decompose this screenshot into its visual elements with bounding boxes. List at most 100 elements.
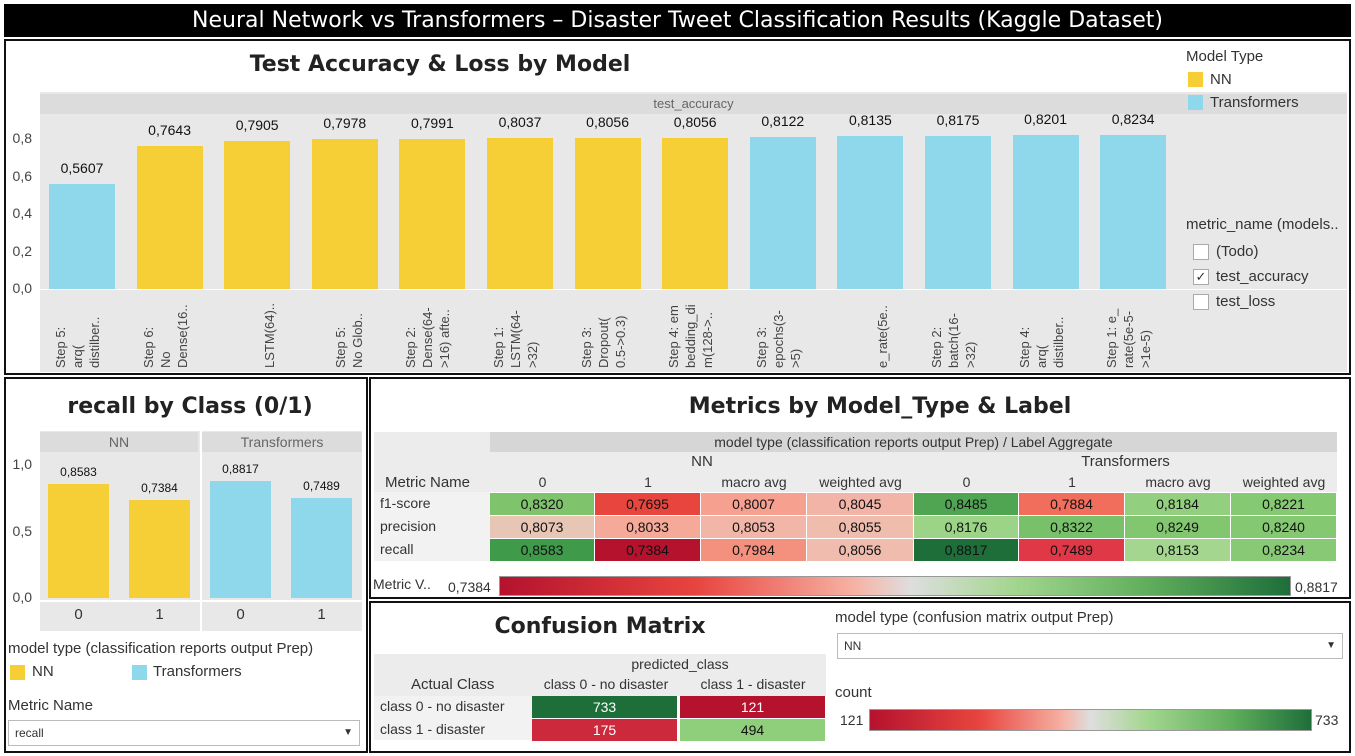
metrics-cell[interactable]: 0,8033 <box>595 516 701 538</box>
recall-legend-tr-swatch <box>132 665 147 680</box>
accuracy-bar[interactable] <box>399 139 466 289</box>
metrics-cell[interactable]: 0,7489 <box>1019 539 1125 561</box>
recall-bar[interactable] <box>291 498 352 598</box>
accuracy-bar[interactable] <box>224 140 291 289</box>
accuracy-bar[interactable] <box>925 135 991 289</box>
confusion-cell[interactable]: 121 <box>680 696 826 718</box>
confusion-filter-dropdown[interactable]: NN ▼ <box>837 633 1343 659</box>
accuracy-bar[interactable] <box>136 145 203 289</box>
accuracy-bar[interactable] <box>49 183 115 289</box>
accuracy-bar[interactable] <box>574 137 641 289</box>
accuracy-category-label: >16) afte.. <box>437 309 453 368</box>
accuracy-category-label: No <box>157 351 173 368</box>
accuracy-bar[interactable] <box>749 136 816 289</box>
metrics-column-header: macro avg <box>721 474 787 490</box>
confusion-cell[interactable]: 733 <box>532 696 678 718</box>
confusion-filter-value: NN <box>844 639 862 653</box>
recall-bar[interactable] <box>129 499 190 598</box>
accuracy-data-label: 0,8234 <box>1111 110 1155 127</box>
metrics-cell[interactable]: 0,7884 <box>1019 493 1125 515</box>
count-scale-max: 733 <box>1315 712 1339 728</box>
accuracy-bar[interactable] <box>311 139 378 289</box>
metrics-group-transformers: Transformers <box>1081 453 1170 470</box>
confusion-cell[interactable]: 175 <box>532 719 678 741</box>
checkbox-todo[interactable] <box>1193 244 1209 260</box>
accuracy-bar[interactable] <box>662 137 729 289</box>
checkbox-test-accuracy[interactable]: ✓ <box>1193 269 1209 285</box>
metric-name-value: recall <box>15 726 44 740</box>
recall-group-divider <box>200 431 202 631</box>
confusion-header-bg <box>374 654 826 696</box>
metrics-cell[interactable]: 0,8249 <box>1125 516 1231 538</box>
accuracy-bar[interactable] <box>837 136 904 289</box>
accuracy-bar[interactable] <box>1012 135 1079 289</box>
metrics-rowlabel-bg <box>374 492 490 561</box>
metrics-cell[interactable]: 0,8053 <box>701 516 807 538</box>
metrics-cell[interactable]: 0,8485 <box>914 493 1019 515</box>
metrics-cell[interactable]: 0,8073 <box>490 516 595 538</box>
metric-name-dropdown[interactable]: recall ▼ <box>8 720 360 746</box>
accuracy-chart-title: Test Accuracy & Loss by Model <box>249 52 631 77</box>
accuracy-category-label: Dense(16.. <box>174 304 190 368</box>
count-label: count <box>835 684 872 701</box>
count-color-scale <box>869 709 1312 731</box>
checkbox-test-loss[interactable] <box>1193 294 1209 310</box>
metrics-cell[interactable]: 0,8045 <box>807 493 914 515</box>
accuracy-category-label: rate(5e-5- <box>1121 310 1137 368</box>
metrics-cell[interactable]: 0,8007 <box>701 493 807 515</box>
accuracy-category-label: Step 3: <box>578 326 594 368</box>
metric-color-scale <box>499 576 1291 596</box>
accuracy-bar[interactable] <box>1100 134 1167 289</box>
metrics-cell[interactable]: 0,8322 <box>1019 516 1125 538</box>
chevron-down-icon[interactable]: ▼ <box>1326 640 1336 651</box>
accuracy-category-label: Step 3: <box>753 326 769 368</box>
metrics-cell[interactable]: 0,8184 <box>1125 493 1231 515</box>
recall-data-label: 0,8817 <box>222 461 259 476</box>
metric-filter-title: metric_name (models.. <box>1186 216 1339 233</box>
metrics-cell[interactable]: 0,8234 <box>1231 539 1337 561</box>
recall-category-label: 1 <box>317 606 326 623</box>
metrics-cell[interactable]: 0,8817 <box>914 539 1019 561</box>
metrics-cell[interactable]: 0,8240 <box>1231 516 1337 538</box>
metrics-cell[interactable]: 0,7384 <box>595 539 701 561</box>
legend-transformers-label: Transformers <box>1210 94 1299 111</box>
accuracy-data-label: 0,8037 <box>498 114 542 131</box>
x-axis-baseline <box>40 289 1347 290</box>
metrics-cell[interactable]: 0,8055 <box>807 516 914 538</box>
legend-nn-label: NN <box>1210 71 1232 88</box>
metrics-cell[interactable]: 0,8176 <box>914 516 1019 538</box>
metrics-cell[interactable]: 0,8583 <box>490 539 595 561</box>
recall-legend-title: model type (classification reports outpu… <box>8 640 314 657</box>
metrics-cell[interactable]: 0,8320 <box>490 493 595 515</box>
accuracy-category-label: Step 6: <box>140 326 156 368</box>
metrics-cell[interactable]: 0,7695 <box>595 493 701 515</box>
count-scale-min: 121 <box>840 712 864 728</box>
recall-bar[interactable] <box>48 483 109 598</box>
accuracy-category-label: 0.5->0.3) <box>612 315 628 368</box>
accuracy-category-label: Step 1: e_ <box>1104 308 1120 368</box>
checkbox-test-accuracy-label[interactable]: test_accuracy <box>1216 268 1309 285</box>
metrics-cell[interactable]: 0,8056 <box>807 539 914 561</box>
accuracy-category-label: Step 4: <box>1016 326 1032 368</box>
confusion-cell[interactable]: 494 <box>680 719 826 741</box>
recall-category-label: 0 <box>236 606 245 623</box>
accuracy-category-label: Step 1: <box>491 326 506 368</box>
accuracy-data-label: 0,7905 <box>235 116 279 133</box>
metrics-cell[interactable]: 0,8153 <box>1125 539 1231 561</box>
recall-legend-nn-swatch <box>10 665 25 680</box>
accuracy-data-label: 0,7991 <box>410 115 454 132</box>
confusion-row-label: class 0 - no disaster <box>380 698 505 714</box>
confusion-col-0: class 0 - no disaster <box>543 676 669 692</box>
confusion-rowlabel-bg <box>374 696 532 740</box>
accuracy-bar[interactable] <box>487 138 553 289</box>
recall-bar[interactable] <box>210 480 271 598</box>
checkbox-todo-label[interactable]: (Todo) <box>1216 243 1259 260</box>
metric-name-label: Metric Name <box>8 697 94 714</box>
metrics-cell[interactable]: 0,8221 <box>1231 493 1337 515</box>
accuracy-category-label: e_rate(5e.. <box>875 305 891 368</box>
y-tick-label: 0,8 <box>12 130 32 146</box>
accuracy-category-label: distilber.. <box>87 316 102 368</box>
metrics-cell[interactable]: 0,7984 <box>701 539 807 561</box>
chevron-down-icon[interactable]: ▼ <box>343 727 353 738</box>
checkbox-test-loss-label[interactable]: test_loss <box>1216 293 1276 310</box>
